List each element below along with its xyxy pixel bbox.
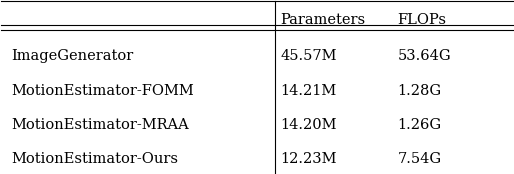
- Text: MotionEstimator-FOMM: MotionEstimator-FOMM: [12, 84, 194, 98]
- Text: 7.54G: 7.54G: [398, 152, 442, 166]
- Text: 14.21M: 14.21M: [280, 84, 336, 98]
- Text: Parameters: Parameters: [280, 13, 365, 27]
- Text: MotionEstimator-MRAA: MotionEstimator-MRAA: [12, 118, 189, 132]
- Text: FLOPs: FLOPs: [398, 13, 447, 27]
- Text: 14.20M: 14.20M: [280, 118, 337, 132]
- Text: 45.57M: 45.57M: [280, 49, 337, 63]
- Text: MotionEstimator-Ours: MotionEstimator-Ours: [12, 152, 178, 166]
- Text: 53.64G: 53.64G: [398, 49, 451, 63]
- Text: 1.28G: 1.28G: [398, 84, 442, 98]
- Text: 1.26G: 1.26G: [398, 118, 442, 132]
- Text: ImageGenerator: ImageGenerator: [12, 49, 134, 63]
- Text: 12.23M: 12.23M: [280, 152, 337, 166]
